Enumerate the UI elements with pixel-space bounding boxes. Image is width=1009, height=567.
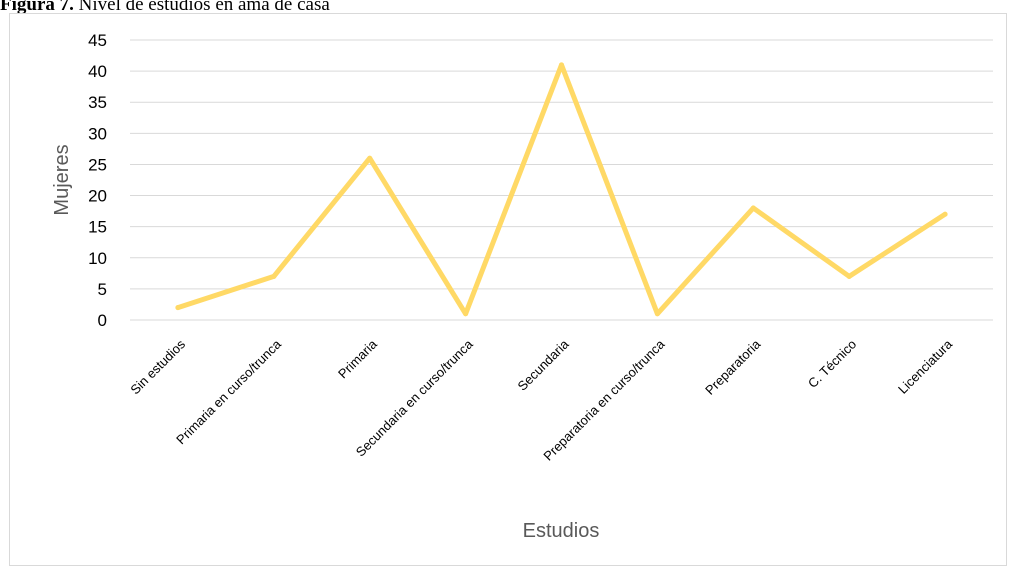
figure-caption: Figura 7. Nivel de estudios en ama de ca… xyxy=(0,0,330,16)
x-axis-label: Estudios xyxy=(523,520,600,542)
x-tick-label: Primaria xyxy=(335,336,380,381)
y-tick-label: 40 xyxy=(88,62,107,81)
series-lines xyxy=(175,62,948,317)
y-tick-label: 0 xyxy=(98,311,107,330)
x-tick-label: Preparatoria xyxy=(702,336,764,398)
gridlines xyxy=(130,39,993,321)
chart-frame xyxy=(9,13,1007,566)
data-point xyxy=(367,155,373,161)
data-point xyxy=(846,273,852,279)
x-tick-label: Sin estudios xyxy=(127,336,188,397)
data-point xyxy=(559,62,564,68)
data-point xyxy=(942,211,948,217)
y-tick-label: 10 xyxy=(88,249,107,268)
y-axis-label: Mujeres xyxy=(51,144,73,215)
y-tick-label: 45 xyxy=(88,31,107,50)
y-tick-label: 35 xyxy=(88,93,107,112)
data-point xyxy=(175,305,181,311)
data-point xyxy=(750,205,756,211)
x-tick-label: C. Técnico xyxy=(805,337,859,391)
y-tick-label: 20 xyxy=(88,187,107,206)
y-tick-label: 30 xyxy=(88,124,107,143)
x-tick-label: Primaria en curso/trunca xyxy=(173,336,284,447)
figure-title: Nivel de estudios en ama de casa xyxy=(78,0,330,15)
y-tick-label: 25 xyxy=(88,155,107,174)
y-axis-ticks: 0 5 10 15 20 25 30 35 40 45 xyxy=(88,31,107,330)
data-point xyxy=(654,311,660,317)
x-tick-label: Secundaria xyxy=(515,336,573,394)
y-tick-label: 15 xyxy=(88,218,107,237)
figure-label: Figura 7. xyxy=(0,0,74,15)
x-tick-label: Licenciatura xyxy=(895,336,956,397)
data-point xyxy=(271,273,277,279)
y-tick-label: 5 xyxy=(98,280,107,299)
data-point xyxy=(463,311,469,317)
